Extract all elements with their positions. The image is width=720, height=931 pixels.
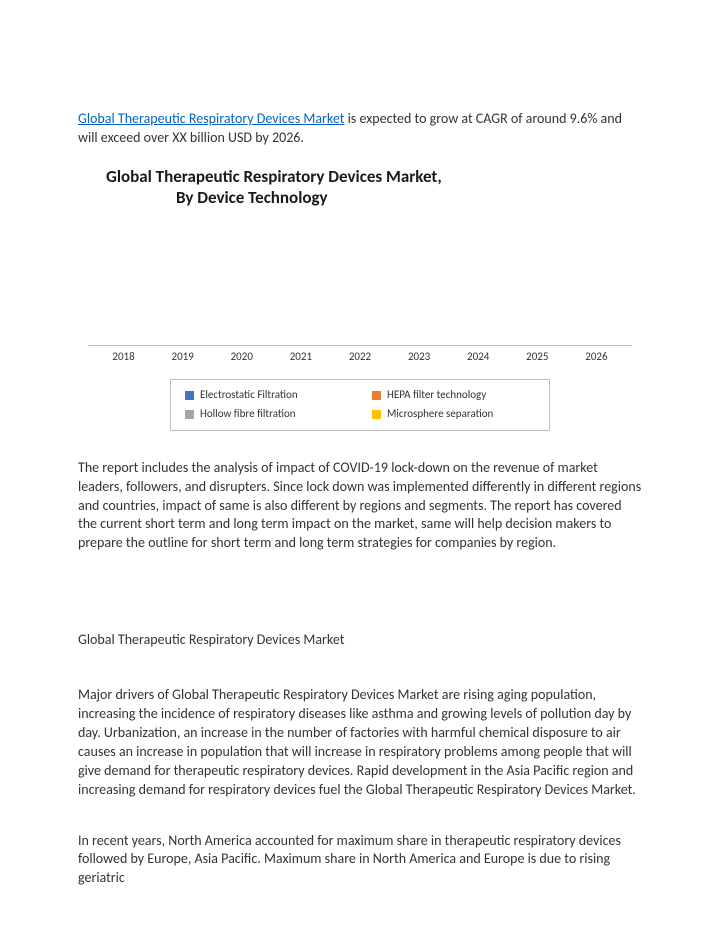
- chart-title-line1: Global Therapeutic Respiratory Devices M…: [106, 166, 442, 187]
- legend-label: HEPA filter technology: [387, 388, 486, 403]
- x-label: 2020: [212, 350, 271, 365]
- legend-item-microsphere: Microsphere separation: [372, 407, 535, 422]
- legend-item-hepa: HEPA filter technology: [372, 388, 535, 403]
- x-label: 2023: [390, 350, 449, 365]
- x-label: 2018: [94, 350, 153, 365]
- legend-item-electrostatic: Electrostatic Filtration: [185, 388, 348, 403]
- plot-area: [88, 236, 632, 346]
- swatch-icon: [185, 391, 194, 400]
- section-heading: Global Therapeutic Respiratory Devices M…: [78, 631, 642, 650]
- chart-title-line2: By Device Technology: [176, 187, 642, 208]
- x-label: 2026: [567, 350, 626, 365]
- chart-title: Global Therapeutic Respiratory Devices M…: [106, 166, 642, 209]
- x-label: 2021: [271, 350, 330, 365]
- chart-legend: Electrostatic Filtration HEPA filter tec…: [170, 379, 550, 431]
- legend-label: Microsphere separation: [387, 407, 493, 422]
- x-axis-labels: 201820192020202120222023202420252026: [88, 350, 632, 365]
- legend-label: Hollow fibre filtration: [200, 407, 296, 422]
- swatch-icon: [185, 410, 194, 419]
- chart-container: Global Therapeutic Respiratory Devices M…: [78, 166, 642, 431]
- x-label: 2025: [508, 350, 567, 365]
- legend-item-hollow: Hollow fibre filtration: [185, 407, 348, 422]
- intro-paragraph: Global Therapeutic Respiratory Devices M…: [78, 110, 642, 148]
- regional-paragraph: In recent years, North America accounted…: [78, 832, 642, 889]
- market-link[interactable]: Global Therapeutic Respiratory Devices M…: [78, 110, 344, 127]
- x-label: 2022: [330, 350, 389, 365]
- swatch-icon: [372, 410, 381, 419]
- drivers-paragraph: Major drivers of Global Therapeutic Resp…: [78, 686, 642, 799]
- x-label: 2019: [153, 350, 212, 365]
- swatch-icon: [372, 391, 381, 400]
- x-label: 2024: [449, 350, 508, 365]
- legend-label: Electrostatic Filtration: [200, 388, 298, 403]
- covid-paragraph: The report includes the analysis of impa…: [78, 459, 642, 553]
